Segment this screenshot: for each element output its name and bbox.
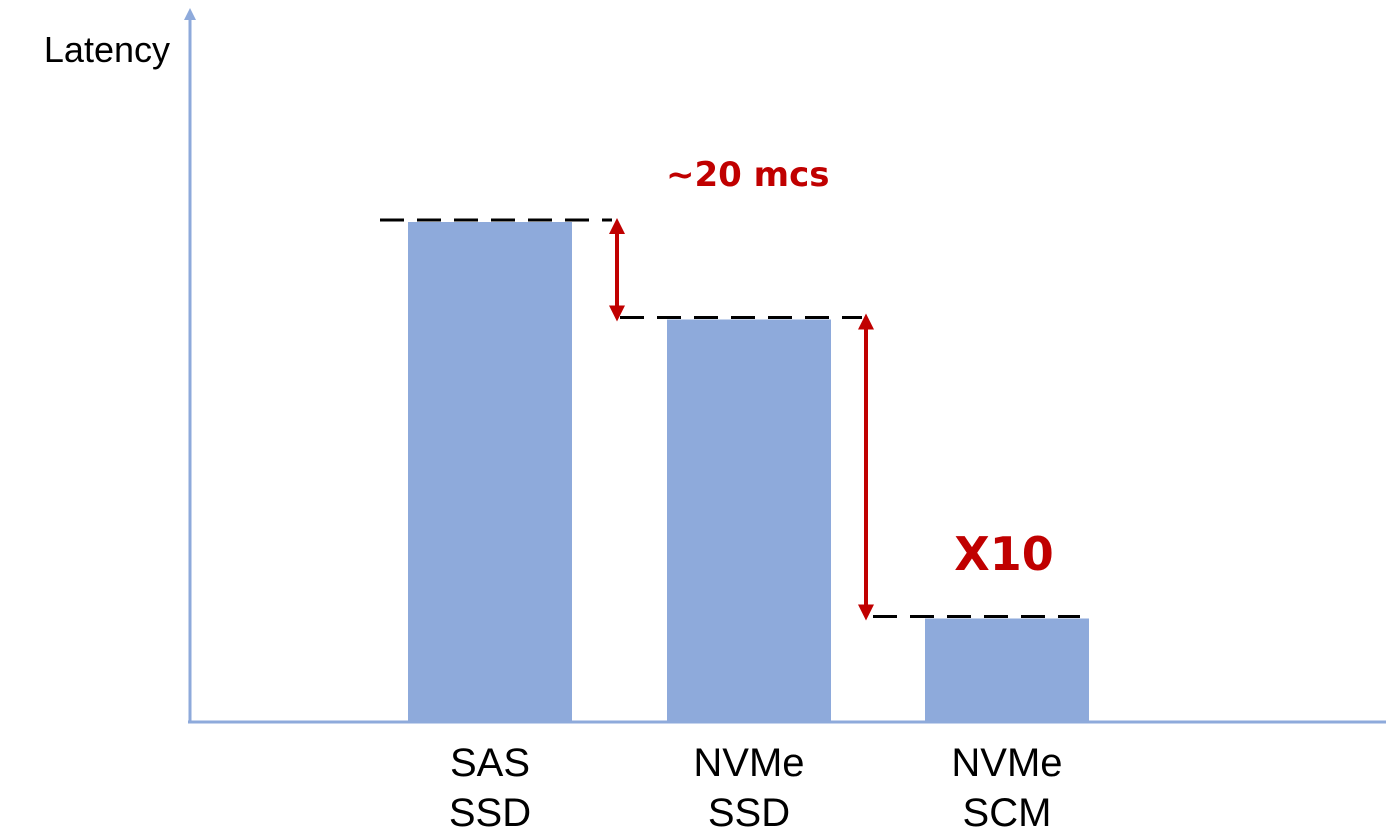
level-dashes — [380, 218, 1080, 618]
x-tick-label-2: NVMe SSD — [693, 741, 804, 835]
annotation-label-1: ~20 mcs — [666, 155, 829, 195]
bar-3 — [925, 618, 1089, 722]
annotations: ~20 mcs X10 — [609, 155, 1054, 621]
annotation-label-2: X10 — [954, 527, 1053, 581]
x-tick-label-3: NVMe SCM — [951, 741, 1062, 835]
bar-2 — [667, 319, 831, 722]
x-tick-label-1: SAS SSD — [449, 741, 531, 835]
bars — [408, 222, 1089, 722]
y-axis-title: Latency — [44, 29, 170, 70]
axes: Latency — [44, 7, 1386, 724]
bar-1 — [408, 222, 572, 722]
x-tick-labels: SAS SSD NVMe SSD NVMe SCM — [449, 741, 1063, 835]
